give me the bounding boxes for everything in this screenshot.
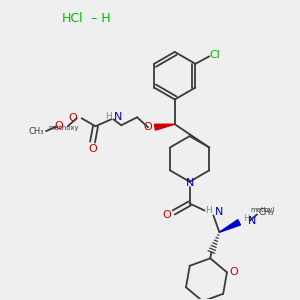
Text: N: N: [248, 216, 256, 226]
Text: O: O: [88, 144, 97, 154]
Text: CH₃: CH₃: [28, 127, 44, 136]
Text: H: H: [105, 112, 112, 121]
Text: CH₃: CH₃: [259, 208, 274, 217]
Text: HCl: HCl: [62, 12, 83, 25]
Text: O: O: [144, 122, 152, 132]
Text: H: H: [243, 214, 250, 223]
Polygon shape: [219, 220, 241, 232]
Text: – H: – H: [91, 12, 110, 25]
Text: O: O: [68, 113, 77, 123]
Text: N: N: [185, 178, 194, 188]
Text: N: N: [114, 112, 123, 122]
Text: O: O: [54, 121, 63, 131]
Text: O: O: [230, 267, 238, 277]
Text: Cl: Cl: [210, 50, 220, 60]
Text: H: H: [205, 206, 212, 215]
Text: methyl: methyl: [251, 207, 275, 213]
Text: methoxy: methoxy: [49, 125, 79, 131]
Text: N: N: [214, 207, 223, 218]
Text: O: O: [163, 210, 171, 220]
Polygon shape: [154, 124, 175, 130]
